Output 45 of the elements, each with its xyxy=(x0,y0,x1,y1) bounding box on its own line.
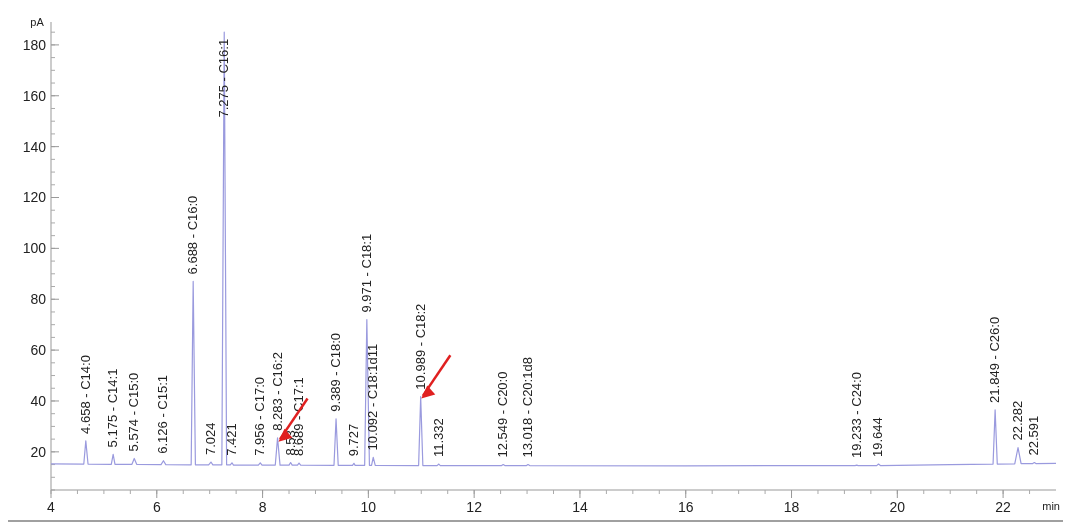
x-tick-label: 4 xyxy=(47,499,56,515)
x-tick-label: 12 xyxy=(466,499,483,515)
y-tick-label: 20 xyxy=(30,443,47,460)
y-tick-label: 140 xyxy=(22,138,47,155)
x-tick-label: 8 xyxy=(258,499,267,515)
y-tick-label: 100 xyxy=(22,240,47,257)
y-tick-label: 40 xyxy=(30,392,47,409)
annotation: 6.688 - C16:0 xyxy=(185,195,201,275)
annotation: 21.849 - C26:0 xyxy=(987,316,1003,403)
annotation: 4.658 - C14:0 xyxy=(77,355,93,434)
x-axis-title: min xyxy=(1042,500,1060,512)
x-tick-label: 18 xyxy=(783,499,800,515)
x-tick-label: 22 xyxy=(995,499,1012,515)
y-tick-label: 60 xyxy=(30,342,47,359)
annotation: 22.591 xyxy=(1026,415,1042,456)
x-tick-label: 10 xyxy=(360,499,377,515)
x-tick-label: 14 xyxy=(572,499,588,515)
annotation: 5.574 - C15:0 xyxy=(126,372,142,452)
line-series xyxy=(50,31,1057,467)
annotation: 10.092 - C18:1d11 xyxy=(365,343,381,451)
x-tick-label: 20 xyxy=(889,499,906,515)
y-tick-label: 160 xyxy=(22,87,47,104)
y-tick-label: 120 xyxy=(22,189,47,206)
annotation: 11.332 xyxy=(430,418,446,458)
y-tick-label: 80 xyxy=(30,291,47,308)
annotation: 10.989 - C18:2 xyxy=(412,303,428,390)
annotation: 19.233 - C24:0 xyxy=(848,372,864,459)
annotation: 9.389 - C18:0 xyxy=(328,333,344,412)
y-axis-title: pA xyxy=(30,16,45,28)
annotation: 7.275 - C16:1 xyxy=(216,38,232,118)
annotation: 5.175 - C14:1 xyxy=(105,368,121,448)
annotation: 13.018 - C20:1d8 xyxy=(520,357,535,458)
x-tick-label: 6 xyxy=(152,499,161,515)
annotation: 12.549 - C20:0 xyxy=(495,371,511,458)
y-tick-label: 180 xyxy=(22,36,47,53)
annotation: 7.421 xyxy=(223,423,239,456)
x-tick-label: 16 xyxy=(677,499,694,515)
annotation: 9.971 - C18:1 xyxy=(358,233,374,313)
annotation: 7.956 - C17:0 xyxy=(252,377,268,456)
annotation: 19.644 xyxy=(870,417,886,458)
annotation: 7.024 xyxy=(202,422,218,456)
annotation: 8.283 - C16:2 xyxy=(269,352,285,431)
annotation: 6.126 - C15:1 xyxy=(155,374,171,454)
annotation: 9.727 xyxy=(345,423,361,457)
annotation: 22.282 xyxy=(1010,400,1026,441)
